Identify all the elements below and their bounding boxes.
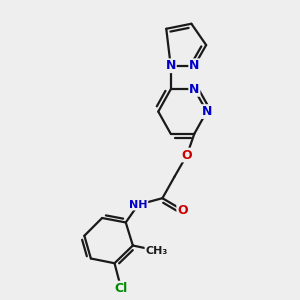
Text: N: N (189, 59, 200, 72)
Text: N: N (166, 59, 176, 72)
Text: O: O (182, 148, 192, 161)
Text: N: N (202, 105, 212, 118)
Text: O: O (177, 203, 188, 217)
Text: N: N (189, 83, 200, 96)
Text: CH₃: CH₃ (146, 245, 168, 256)
Text: NH: NH (129, 200, 147, 210)
Text: Cl: Cl (114, 282, 128, 295)
